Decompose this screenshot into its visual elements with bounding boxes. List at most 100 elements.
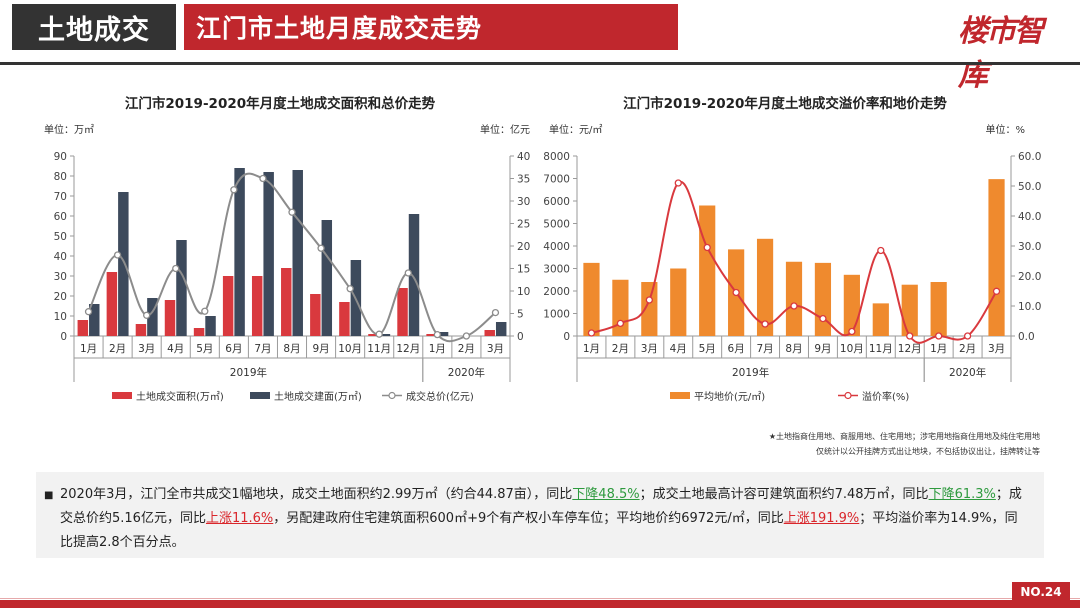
legend-label: 土地成交建面(万㎡): [274, 390, 362, 403]
bar-primary: [670, 268, 687, 336]
x-tick-label: 6月: [225, 343, 242, 355]
summary-text-segment: ；成交土地最高计容可建筑面积约7.48万㎡，同比: [639, 487, 929, 502]
bar-primary: [699, 205, 716, 336]
summary-text-segment: 2020年3月，江门全市共成交1幅地块，成交土地面积约2.99万㎡（约合44.8…: [60, 487, 573, 502]
y-tick-label-left: 70: [54, 191, 67, 203]
bar-primary: [135, 324, 147, 336]
legend-label: 土地成交面积(万㎡): [136, 390, 224, 403]
y-tick-label-left: 80: [54, 171, 67, 183]
x-tick-label: 10月: [338, 343, 362, 355]
y-tick-label-left: 30: [54, 271, 67, 283]
line-point: [346, 285, 354, 293]
line-point: [404, 269, 412, 277]
line-point: [317, 244, 325, 252]
x-tick-label: 10月: [840, 343, 864, 355]
brand-logo: 楼市智库: [958, 14, 1044, 93]
section-title: 土地成交: [12, 4, 176, 50]
bar-secondary: [205, 316, 216, 336]
bar-primary: [484, 330, 495, 336]
y-tick-label-right: 20.0: [1018, 271, 1041, 283]
bullet-icon: ■: [44, 490, 54, 501]
x-tick-label: 7月: [756, 343, 773, 355]
x-group-label: 2019年: [732, 366, 769, 379]
line-point: [201, 307, 209, 315]
footnote-statistics-scope: 仅统计以公开挂牌方式出让地块，不包括协议出让，挂牌转让等: [816, 447, 1040, 456]
x-tick-label: 3月: [138, 343, 155, 355]
summary-text: 2020年3月，江门全市共成交1幅地块，成交土地面积约2.99万㎡（约合44.8…: [60, 487, 1022, 550]
bar-primary: [988, 179, 1005, 336]
x-tick-label: 11月: [869, 343, 893, 355]
y-tick-label-right: 40: [517, 151, 530, 163]
summary-text-segment: ，另配建政府住宅建筑面积600㎡+9个有产权小车停车位；平均地价约6972元/㎡…: [273, 511, 784, 526]
x-tick-label: 1月: [583, 343, 600, 355]
x-tick-label: 7月: [254, 343, 271, 355]
x-tick-label: 5月: [699, 343, 716, 355]
unit-right: 单位：%: [985, 123, 1025, 136]
x-tick-label: 3月: [487, 343, 504, 355]
legend-swatch: [112, 392, 132, 399]
y-tick-label-left: 10: [54, 311, 67, 323]
y-tick-label-left: 2000: [543, 286, 570, 298]
y-tick-label-left: 6000: [543, 196, 570, 208]
line-point: [230, 186, 238, 194]
y-tick-label-right: 10: [517, 286, 530, 298]
line-point: [819, 314, 827, 323]
bar-primary: [785, 261, 803, 336]
header-divider: [0, 62, 1080, 65]
y-tick-label-left: 60: [54, 211, 67, 223]
bar-primary: [843, 274, 860, 336]
bar-secondary: [437, 332, 449, 336]
bar-primary: [814, 262, 832, 336]
y-tick-label-right: 60.0: [1018, 151, 1041, 163]
unit-left: 单位：元/㎡: [549, 123, 602, 136]
bar-primary: [756, 238, 774, 336]
legend-label: 成交总价(亿元): [406, 390, 474, 403]
x-tick-label: 8月: [785, 343, 802, 355]
bar-primary: [193, 328, 205, 336]
y-tick-label-right: 0: [517, 331, 524, 343]
x-tick-label: 3月: [988, 343, 1005, 355]
y-tick-label-left: 4000: [543, 241, 570, 253]
footer-bar: [0, 600, 1080, 608]
line-point: [172, 264, 180, 273]
summary-change-down: 下降48.5%: [572, 487, 640, 502]
bar-secondary: [379, 334, 391, 336]
x-tick-label: 12月: [898, 343, 922, 355]
y-tick-label-left: 5000: [543, 219, 570, 231]
bar-primary: [222, 276, 234, 336]
y-tick-label-right: 0.0: [1018, 331, 1035, 343]
y-tick-label-right: 30: [517, 196, 530, 208]
line-point: [113, 251, 122, 259]
bar-primary: [339, 302, 350, 336]
line-point: [491, 308, 500, 317]
summary-text-segment: ；成交总价约5.16亿元，同比: [60, 487, 1022, 526]
chart-title: 江门市2019-2020年月度土地成交面积和总价走势: [125, 95, 436, 112]
x-tick-label: 3月: [641, 343, 658, 355]
bar-secondary: [147, 298, 158, 336]
x-tick-label: 2月: [959, 343, 976, 355]
y-tick-label-left: 1000: [543, 309, 570, 321]
y-tick-label-left: 0: [563, 331, 570, 343]
bar-primary: [281, 268, 292, 336]
bar-primary: [426, 334, 437, 336]
bar-primary: [77, 320, 89, 336]
y-tick-label-left: 0: [60, 331, 67, 343]
x-tick-label: 8月: [283, 343, 300, 355]
y-tick-label-right: 30.0: [1018, 241, 1041, 253]
line-point: [732, 288, 740, 297]
x-tick-label: 4月: [167, 343, 184, 355]
x-tick-label: 9月: [814, 343, 831, 355]
line-point: [84, 308, 93, 316]
x-tick-label: 5月: [196, 343, 213, 355]
line-point: [462, 332, 471, 340]
line-point: [935, 332, 943, 340]
y-tick-label-right: 25: [517, 219, 530, 231]
bar-primary: [310, 294, 321, 336]
x-group-label: 2020年: [448, 366, 485, 379]
x-tick-label: 4月: [670, 343, 687, 355]
summary-change-down: 下降61.3%: [928, 487, 996, 502]
y-tick-label-right: 15: [517, 264, 530, 276]
line-point: [259, 174, 267, 183]
